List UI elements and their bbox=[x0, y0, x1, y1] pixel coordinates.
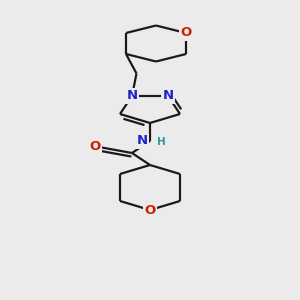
Text: H: H bbox=[158, 136, 166, 147]
Text: N: N bbox=[126, 89, 138, 103]
Text: O: O bbox=[180, 26, 192, 40]
Text: O: O bbox=[144, 203, 156, 217]
Text: O: O bbox=[90, 140, 101, 154]
Text: N: N bbox=[162, 89, 174, 103]
Text: N: N bbox=[137, 134, 148, 148]
